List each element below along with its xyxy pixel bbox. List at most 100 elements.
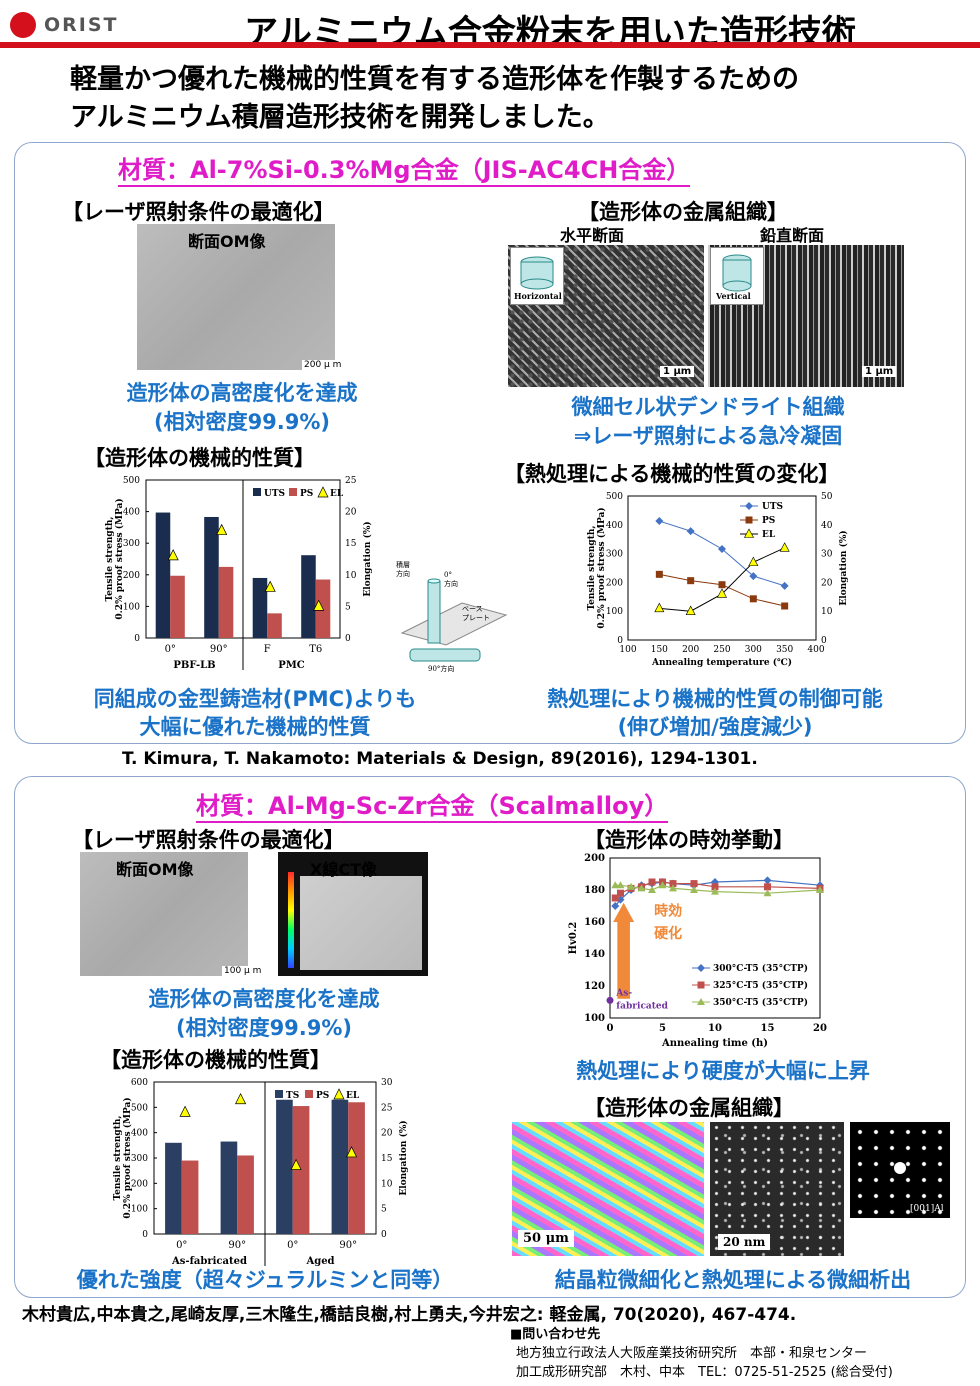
data-point xyxy=(648,878,656,886)
aging-arrow xyxy=(613,902,635,999)
bar-ts xyxy=(165,1142,182,1234)
data-point xyxy=(763,876,772,885)
y-tick-label: 100 xyxy=(123,602,140,612)
x-axis-title: Annealing temperature (℃) xyxy=(651,657,792,668)
legend-label: 325°C-T5 (35°CTP) xyxy=(713,980,808,991)
legend-label: EL xyxy=(346,1091,360,1101)
tem-image xyxy=(710,1122,844,1256)
legend-swatch xyxy=(744,528,754,538)
data-point-ps xyxy=(655,570,663,578)
group-label: As-fabricated xyxy=(171,1256,247,1267)
y2-axis-title: Elongation (%) xyxy=(838,530,849,605)
density-text-2: 造形体の高密度化を達成 xyxy=(148,987,380,1011)
y-tick-label: 0 xyxy=(134,634,140,644)
density-text-1: 造形体の高密度化を達成 xyxy=(126,381,358,405)
y-tick-label: 140 xyxy=(584,949,605,960)
y-tick-label: 300 xyxy=(131,1154,148,1164)
el-marker xyxy=(346,1146,358,1158)
bar-uts xyxy=(155,512,171,638)
density-value-2: (相対密度99.9%) xyxy=(175,1016,353,1040)
y2-tick-label: 30 xyxy=(381,1078,393,1088)
data-point xyxy=(648,886,656,893)
contact-head: ■問い合わせ先 xyxy=(510,1327,601,1342)
legend-label: PS xyxy=(762,516,775,526)
lead-line-1: 軽量かつ優れた機械的性質を有する造形体を作製するための xyxy=(70,64,799,95)
x-tick-label: 5 xyxy=(659,1023,666,1034)
y-tick-label: 100 xyxy=(131,1205,148,1215)
bar-ps xyxy=(237,1155,254,1234)
y-axis-title: Tensile strength, xyxy=(113,1115,123,1200)
legend-label: UTS xyxy=(264,489,285,499)
contact-line-1: 地方独立行政法人大阪産業技術研究所 本部・和泉センター xyxy=(516,1346,868,1361)
chart-mech-ac4ch: 0 100 200 300 400 500 0 5 10 15 20 25 0° 90° F T6 PBF-LB… xyxy=(105,476,373,671)
y-tick-label: 100 xyxy=(584,1013,605,1024)
legend-label: PS xyxy=(300,489,313,499)
x-tick-label: 15 xyxy=(761,1023,775,1034)
reference-2: 木村貴広,中本貴之,尾崎友厚,三木隆生,橋詰良樹,村上勇夫,今井宏之: 軽金属,… xyxy=(22,1305,797,1325)
micro-desc-2: ⇒レーザ照射による急冷凝固 xyxy=(573,424,843,448)
data-point-uts xyxy=(686,527,695,536)
as-fabricated-label: As- xyxy=(615,989,632,999)
legend-label: PS xyxy=(316,1091,329,1101)
legend-label: UTS xyxy=(762,502,783,512)
group-label: PMC xyxy=(278,660,305,671)
legend-swatch xyxy=(697,998,705,1005)
y-tick-label: 200 xyxy=(123,571,140,581)
y-tick-label: 100 xyxy=(606,607,623,617)
x-tick-label: 0° xyxy=(176,1240,187,1251)
scale-bar-50um: 50 μm xyxy=(518,1230,574,1247)
as-fabricated-point xyxy=(606,996,614,1004)
data-point xyxy=(690,880,698,888)
data-point xyxy=(611,881,620,889)
y2-tick-label: 15 xyxy=(345,539,357,549)
y2-tick-label: 40 xyxy=(821,521,833,531)
bar-ps xyxy=(267,613,282,638)
data-point xyxy=(764,883,771,891)
bar-ts xyxy=(220,1141,238,1234)
legend-label: TS xyxy=(286,1091,299,1101)
data-point xyxy=(637,884,646,892)
legend-swatch xyxy=(289,488,297,496)
x-tick-label: 10 xyxy=(708,1023,722,1034)
y2-axis-title: Elongation (%) xyxy=(398,1120,409,1195)
mech-desc-1: 同組成の金型鋳造材(PMC)よりも xyxy=(93,687,417,711)
y-tick-label: 500 xyxy=(606,492,623,502)
data-point xyxy=(711,887,719,895)
om-label-1: 断面OM像 xyxy=(188,232,266,251)
legend-swatch xyxy=(305,1090,313,1098)
x-tick-label: 150 xyxy=(651,645,668,655)
y-tick-label: 0 xyxy=(617,636,623,646)
x-tick-label: 0 xyxy=(607,1023,614,1034)
legend-swatch xyxy=(317,486,329,498)
data-point xyxy=(627,882,635,890)
y2-tick-label: 20 xyxy=(821,578,833,588)
bar-ps xyxy=(181,1160,199,1234)
micro-desc-scalmalloy: 結晶粒微細化と熱処理による微細析出 xyxy=(554,1268,912,1292)
micro-title-2: 【造形体の金属組織】 xyxy=(584,1096,794,1120)
density-value-1: (相対密度99.9%) xyxy=(153,410,331,434)
data-point-uts xyxy=(655,517,664,526)
data-point xyxy=(616,881,625,889)
scale-bar-20nm: 20 nm xyxy=(718,1234,771,1250)
mech-desc-2: 大幅に優れた機械的性質 xyxy=(139,715,371,739)
el-marker xyxy=(167,549,179,561)
y2-tick-label: 5 xyxy=(345,602,351,612)
legend-swatch xyxy=(745,516,753,524)
x-tick-label: F xyxy=(264,644,271,655)
lead-line-2: アルミニウム積層造形技術を開発しました。 xyxy=(70,102,610,133)
bar-uts xyxy=(204,516,219,638)
y-tick-label: 400 xyxy=(131,1129,148,1139)
x-tick-label: T6 xyxy=(309,644,322,655)
panel-scalmalloy xyxy=(14,776,966,1298)
x-tick-label: 100 xyxy=(619,645,636,655)
el-marker xyxy=(264,580,276,592)
legend-swatch xyxy=(253,488,261,496)
y2-tick-label: 25 xyxy=(381,1103,393,1113)
saed-pattern-image xyxy=(850,1122,950,1218)
y2-tick-label: 15 xyxy=(381,1154,393,1164)
om-scale-1: 200 μ m xyxy=(302,360,344,370)
bar-ps xyxy=(218,566,234,638)
bar-uts xyxy=(301,555,316,638)
bar-uts xyxy=(252,577,268,638)
x-tick-label: 400 xyxy=(807,645,824,655)
